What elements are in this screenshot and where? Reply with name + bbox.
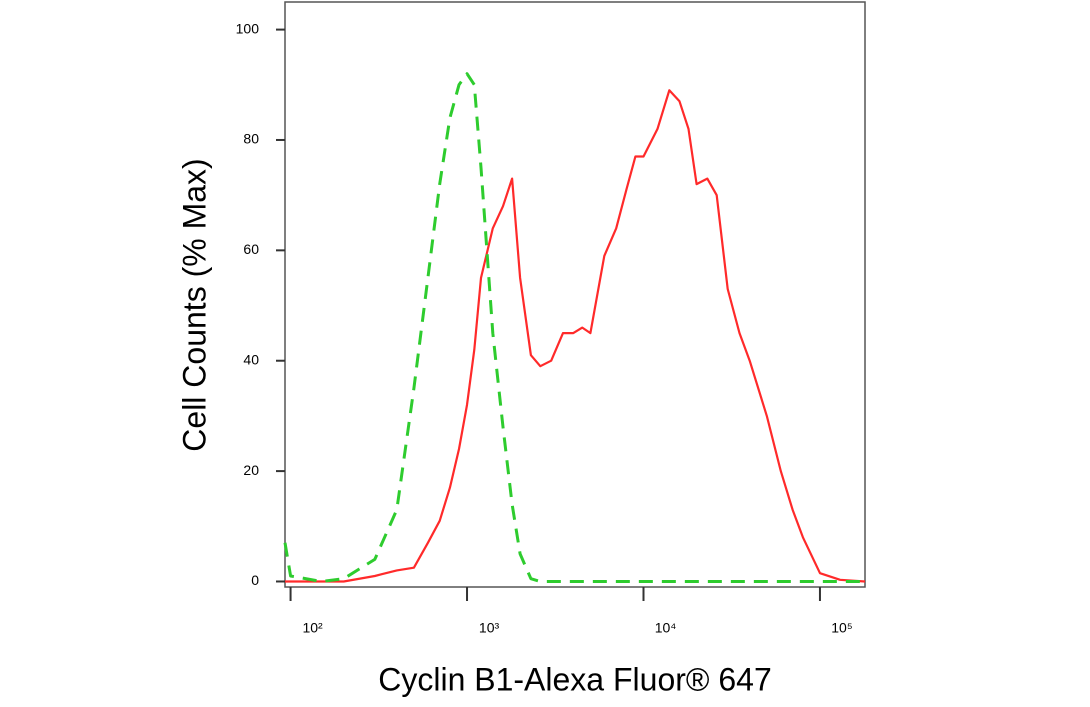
x-axis-title: Cyclin B1-Alexa Fluor® 647	[378, 661, 772, 697]
y-tick-label: 40	[243, 351, 259, 367]
y-tick-label: 0	[251, 572, 259, 588]
y-tick-label: 60	[243, 241, 259, 257]
series-line	[283, 72, 865, 583]
y-tick-label: 80	[243, 131, 259, 147]
x-tick-label: 10⁴	[655, 620, 677, 636]
y-tick-label: 20	[243, 462, 259, 478]
series-line	[285, 89, 866, 583]
y-tick-label: 100	[236, 20, 260, 36]
x-tick-label: 10²	[302, 620, 323, 636]
y-axis-title: Cell Counts (% Max)	[176, 158, 212, 451]
x-tick-label: 10⁵	[831, 620, 852, 636]
x-tick-label: 10³	[479, 620, 500, 636]
plot-frame	[284, 1, 866, 588]
